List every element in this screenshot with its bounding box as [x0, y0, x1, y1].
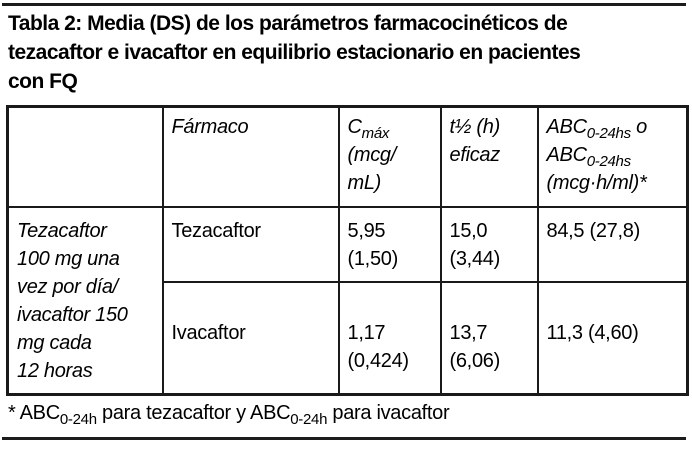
table-title: Tabla 2: Media (DS) de los parámetros fa…: [8, 12, 581, 93]
pharmacokinetics-table: Fármaco Cmáx (mcg/ mL) t½ (h) eficaz ABC…: [6, 105, 689, 396]
cmax-cell: 5,95 (1,50): [337, 205, 442, 283]
regimen-cell: Tezacaftor 100 mg una vez por día/ ivaca…: [6, 205, 164, 396]
table-row-tezacaftor: Tezacaftor 100 mg una vez por día/ ivaca…: [6, 205, 689, 396]
header-cell-abc: ABC0-24hs o ABC0-24hs (mcg·h/ml)*: [536, 105, 689, 208]
header-cell-empty: [6, 105, 164, 208]
drug-cell: Ivacaftor: [161, 280, 340, 396]
table-header-row: Fármaco Cmáx (mcg/ mL) t½ (h) eficaz ABC…: [6, 105, 689, 208]
footnote: * ABC0-24h para tezacaftor y ABC0-24h pa…: [8, 402, 450, 428]
abc-cell: 11,3 (4,60): [536, 280, 689, 396]
table-row-ivacaftor: Ivacaftor 1,17 (0,424) 13,7 (6,06) 11,3 …: [8, 280, 689, 396]
top-rule: [2, 3, 686, 6]
abc-cell: 84,5 (27,8): [536, 205, 689, 283]
thalf-cell: 13,7 (6,06): [439, 280, 539, 396]
header-cell-thalf: t½ (h) eficaz: [439, 105, 539, 208]
cmax-cell: 1,17 (0,424): [337, 280, 442, 396]
thalf-cell: 15,0 (3,44): [439, 205, 539, 283]
header-cell-farmaco: Fármaco: [161, 105, 340, 208]
bottom-rule: [2, 437, 686, 440]
drug-cell: Tezacaftor: [161, 205, 340, 283]
header-cell-cmax: Cmáx (mcg/ mL): [337, 105, 442, 208]
